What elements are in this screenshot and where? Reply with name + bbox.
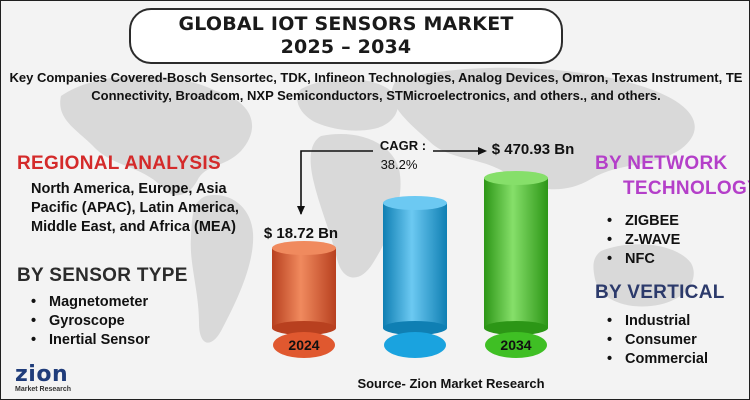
bar-middle — [383, 203, 447, 328]
list-item: ZIGBEE — [603, 212, 680, 231]
cagr-arrow-left — [300, 150, 373, 214]
vertical-list: Industrial Consumer Commercial — [603, 312, 708, 369]
year-badge — [485, 332, 547, 358]
list-item: Consumer — [603, 331, 708, 350]
title-line-1: GLOBAL IOT SENSORS MARKET — [178, 13, 514, 35]
regional-analysis-heading: REGIONAL ANALYSIS — [17, 153, 221, 174]
arrow-head-icon — [297, 206, 305, 215]
bar-top-ellipse — [272, 241, 336, 255]
list-item: Inertial Sensor — [27, 331, 150, 350]
arrow-head-icon — [478, 147, 487, 155]
list-item: Z-WAVE — [603, 231, 680, 250]
value-label-2034: $ 470.93 Bn — [492, 141, 575, 158]
cagr-label: CAGR : — [380, 138, 426, 153]
cagr-value: 38.2% — [381, 157, 418, 172]
bar-top-ellipse — [383, 196, 447, 210]
value-label-2024: $ 18.72 Bn — [264, 225, 338, 242]
list-item: Magnetometer — [27, 293, 150, 312]
network-technology-heading-line-2: TECHNOLOGY — [623, 178, 750, 199]
sensor-type-heading: BY SENSOR TYPE — [17, 265, 188, 286]
year-label: 2034 — [500, 337, 531, 353]
bar-2024 — [272, 248, 336, 328]
key-companies-text: Key Companies Covered-Bosch Sensortec, T… — [9, 70, 743, 103]
year-badge — [273, 332, 335, 358]
zion-logo: zion — [15, 362, 69, 387]
vertical-heading: BY VERTICAL — [595, 282, 725, 303]
list-item: Gyroscope — [27, 312, 150, 331]
badge-middle — [384, 332, 446, 358]
regional-analysis-text: North America, Europe, Asia Pacific (APA… — [31, 181, 239, 235]
list-item: NFC — [603, 250, 680, 269]
title-banner: GLOBAL IOT SENSORS MARKET 2025 – 2034 — [129, 8, 563, 64]
list-item: Industrial — [603, 312, 708, 331]
bar-top-ellipse — [484, 171, 548, 185]
network-technology-list: ZIGBEE Z-WAVE NFC — [603, 212, 680, 269]
network-technology-heading-line-1: BY NETWORK — [595, 153, 728, 174]
year-label: 2024 — [288, 337, 319, 353]
bar-base-ellipse — [383, 321, 447, 335]
bar-base-ellipse — [484, 321, 548, 335]
zion-logo-subtitle: Market Research — [15, 386, 72, 393]
source-text: Source- Zion Market Research — [357, 376, 545, 391]
sensor-type-list: Magnetometer Gyroscope Inertial Sensor — [27, 293, 150, 350]
bar-base-ellipse — [272, 321, 336, 335]
list-item: Commercial — [603, 350, 708, 369]
bar-2034 — [484, 178, 548, 328]
title-line-2: 2025 – 2034 — [280, 36, 412, 58]
